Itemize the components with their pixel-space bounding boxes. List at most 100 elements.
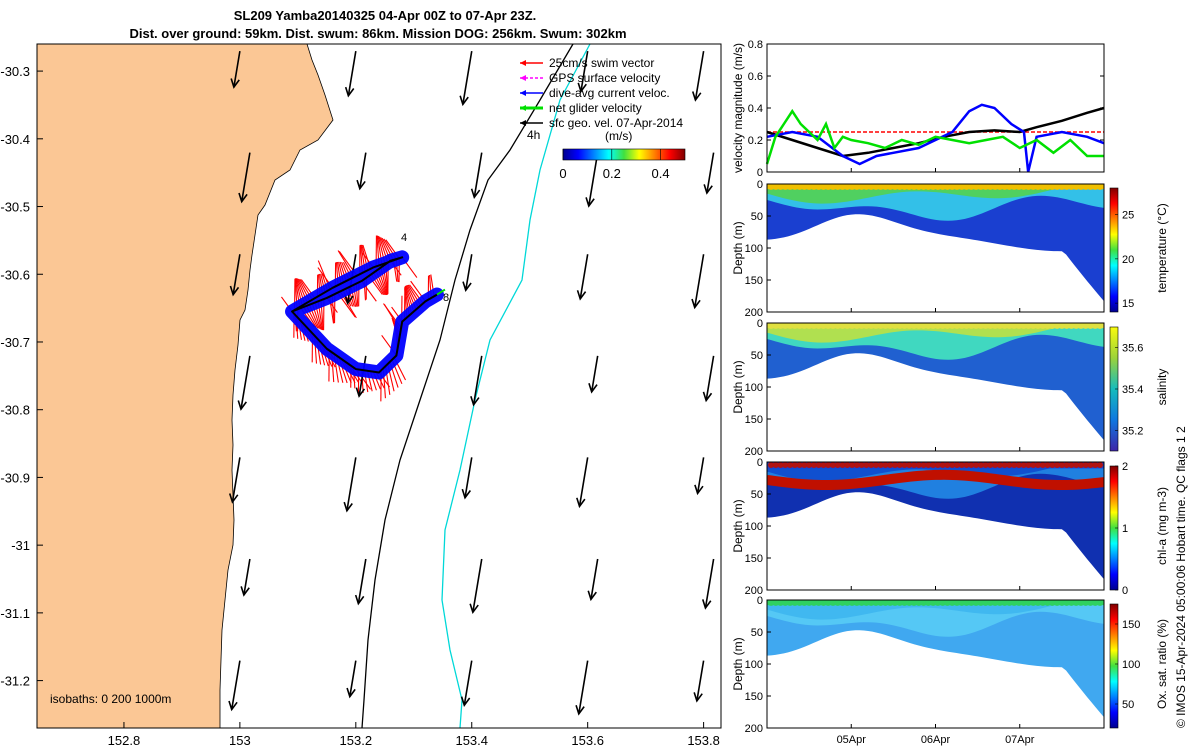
arrow-head: [354, 594, 365, 606]
profile-top-dot: [1030, 462, 1037, 468]
colorbar-label: temperature (°C): [1155, 203, 1169, 293]
section-field: [767, 184, 1104, 302]
profile-top-dot: [1073, 462, 1080, 468]
arrow-head: [702, 391, 713, 403]
profile-top-dot: [949, 323, 956, 329]
profile-top-dot: [844, 323, 851, 329]
depth-tick-label: 0: [757, 179, 763, 191]
sfc-velocity-arrow: [459, 50, 473, 107]
date-tick-label: 05Apr: [837, 734, 867, 746]
colorbar-tick-label: 0.4: [652, 166, 670, 181]
depth-tick-label: 100: [745, 382, 763, 394]
profile-top-dot: [1092, 462, 1099, 468]
depth-tick-label: 50: [751, 350, 763, 362]
arrow-head: [587, 590, 597, 602]
arrow-shaft: [704, 558, 715, 609]
arrow-shaft: [231, 457, 241, 503]
track-label-4: 4: [401, 232, 407, 244]
profile-top-dot: [963, 462, 970, 468]
profile-top-dot: [1020, 323, 1027, 329]
profile-top-dot: [810, 184, 817, 190]
velocity-series-line: [765, 108, 1104, 165]
map-frame: [36, 43, 722, 729]
profile-top-dot: [1015, 600, 1022, 606]
profile-top-dot: [849, 184, 856, 190]
profile-top-dot: [868, 323, 875, 329]
map-y-ticks: -30.3 -30.4 -30.5 -30.6 -30.7 -30.8 -30.9 -31 -3…: [0, 64, 43, 689]
arrow-head: [460, 696, 471, 707]
profile-top-dot: [815, 184, 822, 190]
profile-top-dot: [911, 462, 918, 468]
depth-tick-label: 150: [745, 275, 763, 287]
profile-top-dot: [901, 462, 908, 468]
profile-top-dot: [849, 323, 856, 329]
profile-top-dot: [944, 462, 951, 468]
arrow-head: [237, 400, 247, 411]
profile-top-dot: [801, 600, 808, 606]
arrow-shaft: [578, 660, 589, 715]
sfc-velocity-arrow: [461, 457, 473, 500]
profile-top-dot: [891, 184, 898, 190]
profile-top-dot: [1025, 184, 1032, 190]
profile-top-dot: [777, 184, 784, 190]
profile-top-dot: [977, 184, 984, 190]
legend-arrowhead: [520, 90, 526, 96]
sfc-velocity-arrow: [701, 558, 715, 610]
profile-top-dot: [825, 462, 832, 468]
profile-top-dot: [1044, 323, 1051, 329]
profile-top-dot: [787, 184, 794, 190]
chl-max-layer: [767, 469, 1104, 491]
sfc-velocity-arrow: [354, 558, 367, 606]
legend-arrowhead: [520, 60, 526, 66]
profile-top-dot: [953, 600, 960, 606]
profile-top-dot: [772, 323, 779, 329]
arrow-shaft: [240, 355, 251, 410]
arrow-head: [470, 188, 481, 200]
map-y-tick-label: -30.6: [0, 267, 30, 282]
profile-top-dot: [891, 462, 898, 468]
section-colorbar: [1109, 603, 1119, 729]
profile-top-dot: [992, 323, 999, 329]
arrow-shaft: [580, 50, 589, 92]
arrow-shaft: [578, 457, 589, 507]
profile-top-dot: [801, 462, 808, 468]
date-tick-label: 06Apr: [921, 734, 951, 746]
profile-top-dot: [968, 184, 975, 190]
depth-tick-label: 100: [745, 521, 763, 533]
profile-top-dot: [1097, 184, 1103, 190]
legend-arrowhead: [520, 120, 526, 126]
profile-top-dot: [1015, 184, 1022, 190]
profile-top-dot: [1082, 462, 1089, 468]
profile-top-dot: [1044, 184, 1051, 190]
depth-tick-label: 200: [745, 446, 763, 458]
colorbar-tick-label: 1: [1122, 523, 1128, 535]
arrow-head: [693, 692, 703, 703]
profile-top-dot: [1058, 462, 1065, 468]
profile-top-dot: [915, 184, 922, 190]
depth-tick-label: 100: [745, 243, 763, 255]
profile-top-dot: [977, 323, 984, 329]
map-y-tick-label: -30.7: [0, 335, 30, 350]
sfc-velocity-arrow: [575, 660, 589, 716]
section-ylabel: Depth (m): [731, 637, 745, 690]
profile-top-dot: [877, 462, 884, 468]
depth-tick-label: 50: [751, 627, 763, 639]
profile-top-dot: [911, 600, 918, 606]
profile-top-dot: [1020, 184, 1027, 190]
profile-top-dot: [949, 600, 956, 606]
profile-top-dot: [925, 462, 932, 468]
profile-top-dot: [987, 323, 994, 329]
profile-top-dot: [815, 600, 822, 606]
velocity-ylabel: velocity magnitude (m/s): [731, 43, 745, 173]
profile-top-dot: [1077, 323, 1084, 329]
colorbar-tick-label: 50: [1122, 699, 1134, 711]
profile-top-dot: [806, 323, 813, 329]
profile-top-dot: [906, 600, 913, 606]
profile-top-dot: [973, 184, 980, 190]
arrow-head: [577, 82, 587, 94]
profile-top-dot: [915, 600, 922, 606]
profile-top-dot: [977, 462, 984, 468]
profile-top-dot: [1092, 184, 1099, 190]
colorbar-tick-label: 100: [1122, 659, 1140, 671]
profile-top-dot: [858, 462, 865, 468]
